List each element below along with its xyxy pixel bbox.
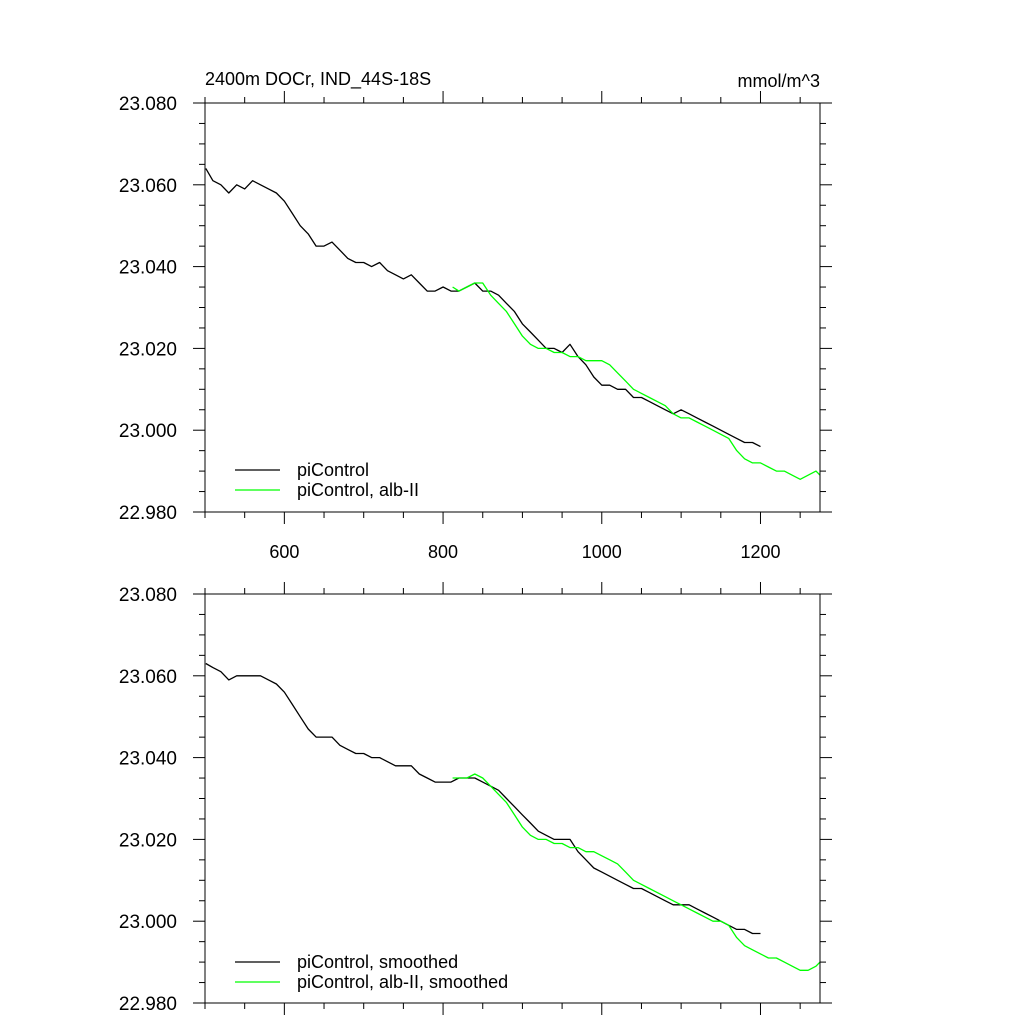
- top-panel-series: [205, 168, 821, 480]
- bottom-panel-x-axis: [204, 582, 801, 1015]
- top-panel-legend: piControl piControl, alb-II: [235, 460, 419, 500]
- y-tick-label-22.980: 22.980: [119, 994, 177, 1015]
- y-tick-label-23.040: 23.040: [119, 749, 177, 770]
- x-tick-label-600: 600: [269, 542, 299, 562]
- bottom-legend-label-piControl-smoothed: piControl, smoothed: [297, 952, 458, 972]
- x-tick-label-1000: 1000: [582, 542, 622, 562]
- y-tick-label-23.060: 23.060: [119, 667, 177, 688]
- y-tick-label-23.080: 23.080: [119, 585, 177, 606]
- bottom-panel-series: [205, 662, 821, 971]
- bottom-panel: 22.980 23.000 23.020 23.040 23.060 23.080 piC…: [119, 582, 832, 1015]
- bottom-panel-frame: [204, 593, 821, 1004]
- series-line-picontrol-alb-ii: [452, 282, 821, 480]
- top-panel-title: 2400m DOCr, IND_44S-18S: [205, 69, 431, 90]
- x-tick-label-800: 800: [428, 542, 458, 562]
- x-tick-label-1200: 1200: [740, 542, 780, 562]
- y-tick-label-23.020: 23.020: [119, 830, 177, 851]
- series-line-picontrol: [205, 168, 761, 448]
- top-panel: 600 800 1000 1200 22.98023.00023.02023.0402…: [119, 69, 832, 562]
- top-panel-y-axis: 22.980 23.000 23.020 23.040 23.060 23.080: [119, 94, 832, 524]
- top-panel-units-label: mmol/m^3: [738, 71, 820, 91]
- top-legend-label-piControl: piControl: [297, 460, 369, 480]
- y-tick-label-23.020: 23.020: [119, 339, 177, 360]
- top-panel-x-axis: 600 800 1000 1200: [204, 91, 801, 562]
- bottom-panel-y-axis: 22.980 23.000 23.020 23.040 23.060 23.080: [119, 585, 832, 1015]
- y-tick-label-23.060: 23.060: [119, 176, 177, 197]
- series-line-picontrol-smoothed: [205, 662, 761, 935]
- y-tick-label-23.080: 23.080: [119, 94, 177, 115]
- y-tick-label-23.000: 23.000: [119, 912, 177, 933]
- top-panel-frame: [204, 102, 821, 513]
- bottom-legend-label-alb-II-smoothed: piControl, alb-II, smoothed: [297, 972, 508, 992]
- top-legend-label-alb-II: piControl, alb-II: [297, 480, 419, 500]
- series-line-picontrol-alb-ii-smoothed: [452, 773, 821, 971]
- y-tick-label-22.980: 22.980: [119, 503, 177, 524]
- bottom-panel-legend: piControl, smoothed piControl, alb-II, s…: [235, 952, 508, 992]
- y-tick-label-23.040: 23.040: [119, 258, 177, 279]
- y-tick-label-23.000: 23.000: [119, 421, 177, 442]
